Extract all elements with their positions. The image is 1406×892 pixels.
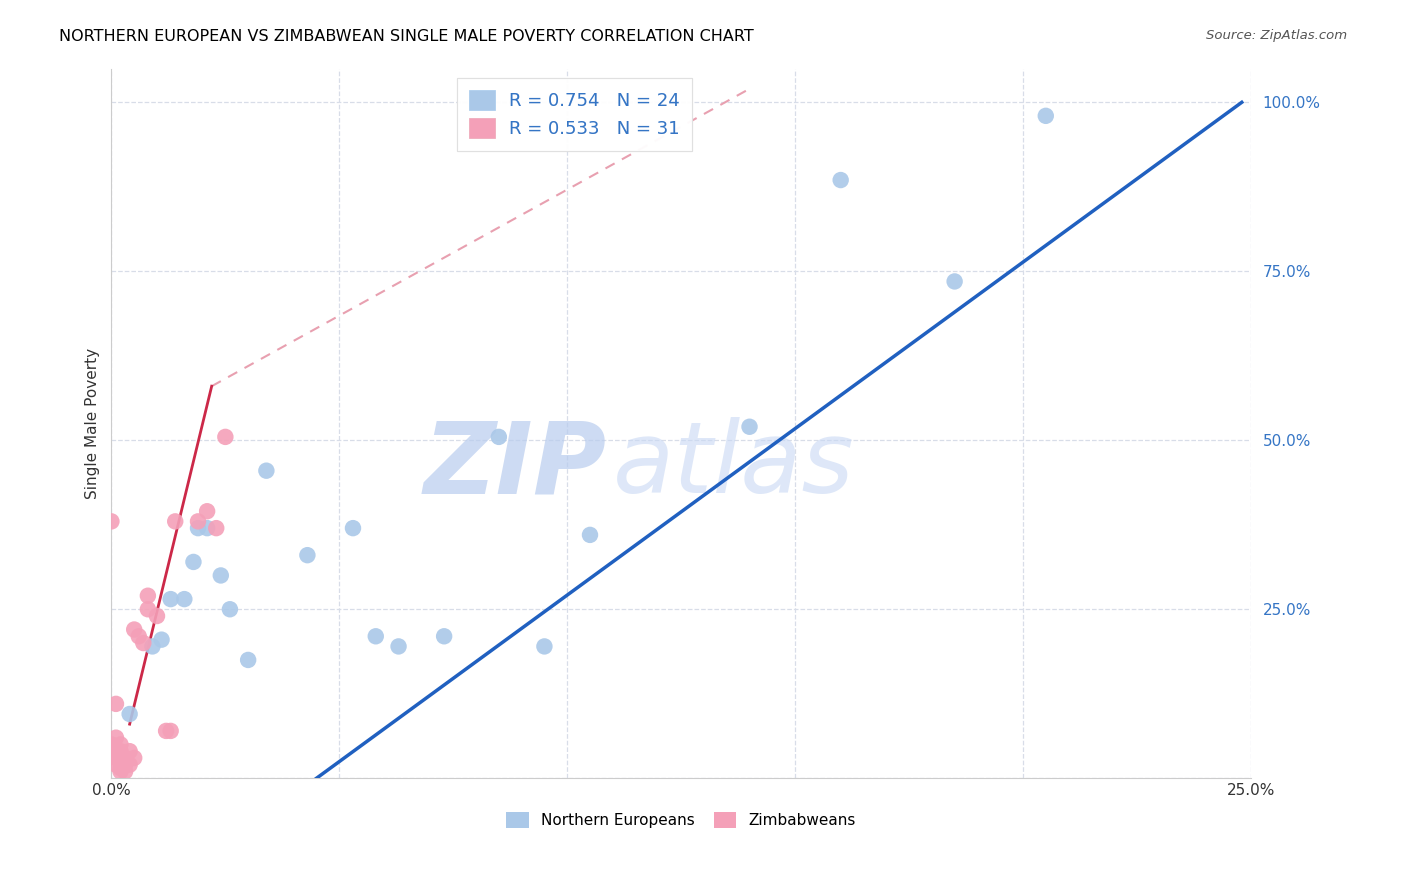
Point <box>100 744 122 758</box>
Point <box>183 555 205 569</box>
Point <box>110 764 132 779</box>
Y-axis label: Single Male Poverty: Single Male Poverty <box>86 348 100 499</box>
Legend: Northern Europeans, Zimbabweans: Northern Europeans, Zimbabweans <box>501 806 862 834</box>
Point <box>155 723 177 738</box>
Point <box>364 629 387 643</box>
Point <box>136 589 159 603</box>
Point <box>110 738 132 752</box>
Point <box>114 755 136 769</box>
Point <box>387 640 409 654</box>
Text: ZIP: ZIP <box>425 417 607 515</box>
Point <box>1035 109 1057 123</box>
Point <box>738 419 761 434</box>
Point <box>236 653 259 667</box>
Point <box>187 515 209 529</box>
Point <box>141 640 163 654</box>
Point <box>943 275 966 289</box>
Point <box>830 173 852 187</box>
Point <box>110 744 132 758</box>
Point <box>132 636 155 650</box>
Point <box>533 640 555 654</box>
Text: Source: ZipAtlas.com: Source: ZipAtlas.com <box>1206 29 1347 42</box>
Point <box>136 602 159 616</box>
Point <box>297 548 319 562</box>
Point <box>187 521 209 535</box>
Point <box>122 623 145 637</box>
Point <box>195 504 218 518</box>
Point <box>104 731 127 745</box>
Point <box>219 602 242 616</box>
Point <box>146 609 169 624</box>
Point <box>173 592 195 607</box>
Point <box>128 629 150 643</box>
Point <box>104 697 127 711</box>
Point <box>114 751 136 765</box>
Point <box>195 521 218 535</box>
Point <box>100 515 122 529</box>
Point <box>114 757 136 772</box>
Point <box>118 706 141 721</box>
Point <box>205 521 228 535</box>
Point <box>214 430 236 444</box>
Point <box>159 592 181 607</box>
Point <box>122 751 145 765</box>
Point <box>100 738 122 752</box>
Point <box>209 568 232 582</box>
Point <box>433 629 456 643</box>
Point <box>104 751 127 765</box>
Point <box>254 464 277 478</box>
Point <box>110 761 132 775</box>
Point <box>579 528 602 542</box>
Point <box>165 515 187 529</box>
Point <box>488 430 510 444</box>
Point <box>118 744 141 758</box>
Text: NORTHERN EUROPEAN VS ZIMBABWEAN SINGLE MALE POVERTY CORRELATION CHART: NORTHERN EUROPEAN VS ZIMBABWEAN SINGLE M… <box>59 29 754 44</box>
Point <box>342 521 364 535</box>
Point <box>114 764 136 779</box>
Point <box>159 723 181 738</box>
Point <box>104 757 127 772</box>
Point <box>150 632 173 647</box>
Point <box>118 757 141 772</box>
Text: atlas: atlas <box>613 417 855 515</box>
